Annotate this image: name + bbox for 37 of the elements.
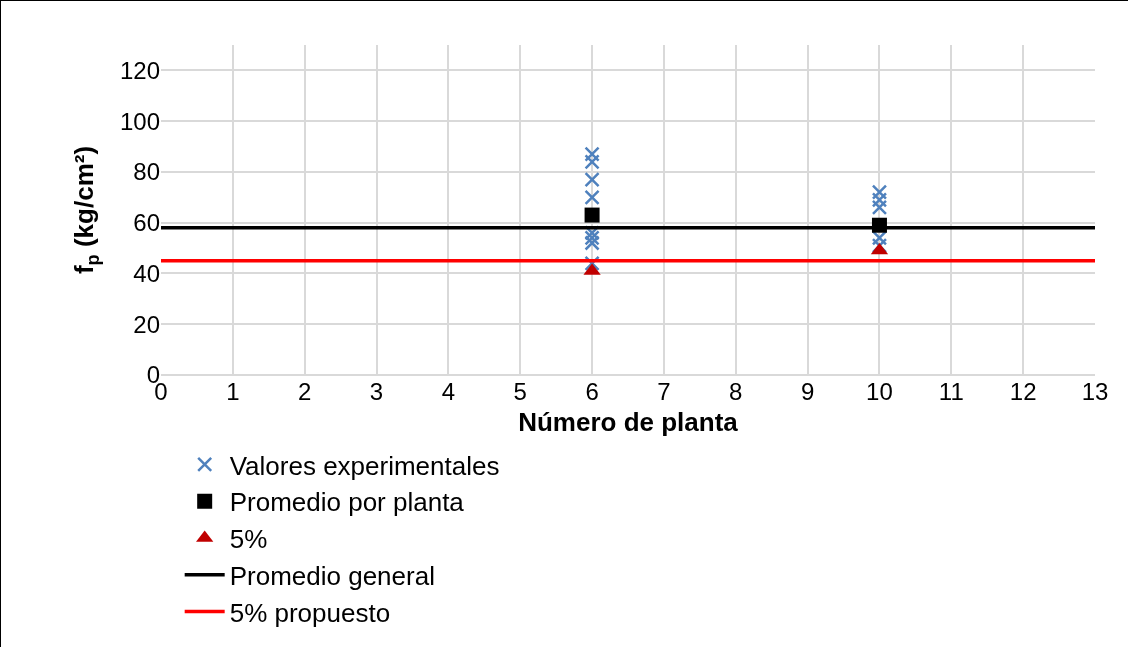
x-tick-label: 3: [369, 378, 384, 405]
y-tick-label: 20: [133, 310, 160, 338]
x-tick-label: 5: [513, 378, 527, 405]
point: [871, 192, 888, 208]
x-tick-label: 1: [226, 378, 240, 405]
x-tick-label: 9: [800, 378, 815, 405]
y-tick-label: 80: [133, 158, 160, 186]
point: [871, 184, 888, 200]
x-tick-label: 10: [866, 378, 893, 405]
x-tick-label: 8: [729, 378, 743, 405]
x-tick-label: 7: [657, 378, 671, 405]
x-tick-label: 11: [938, 378, 964, 405]
y-tick-label: 60: [133, 209, 160, 237]
x-tick-label: 13: [1081, 378, 1109, 405]
x-tick-label: 2: [298, 378, 312, 405]
point: [871, 237, 888, 254]
legend-label: 5% propuesto: [229, 597, 391, 628]
point: [584, 146, 600, 162]
point: [584, 230, 600, 246]
x-tick-label: 6: [585, 378, 599, 405]
legend-label: 5%: [229, 524, 268, 555]
legend-label: Promedio por planta: [229, 487, 465, 518]
point: [584, 154, 600, 170]
point: [584, 235, 600, 251]
legend-label: Valores experimentales: [229, 450, 500, 481]
point: [584, 189, 600, 206]
x-axis-title: Número de planta: [518, 406, 739, 437]
point: [871, 199, 888, 216]
point: [584, 207, 600, 223]
y-tick-label: 120: [119, 56, 160, 84]
legend-label: Promedio general: [229, 560, 435, 591]
point: [871, 230, 888, 246]
y-tick-label: 40: [133, 259, 160, 287]
x-tick-label: 12: [1009, 378, 1037, 405]
x-tick-label: 4: [441, 378, 456, 405]
point: [584, 171, 600, 188]
y-tick-label: 100: [119, 107, 160, 135]
